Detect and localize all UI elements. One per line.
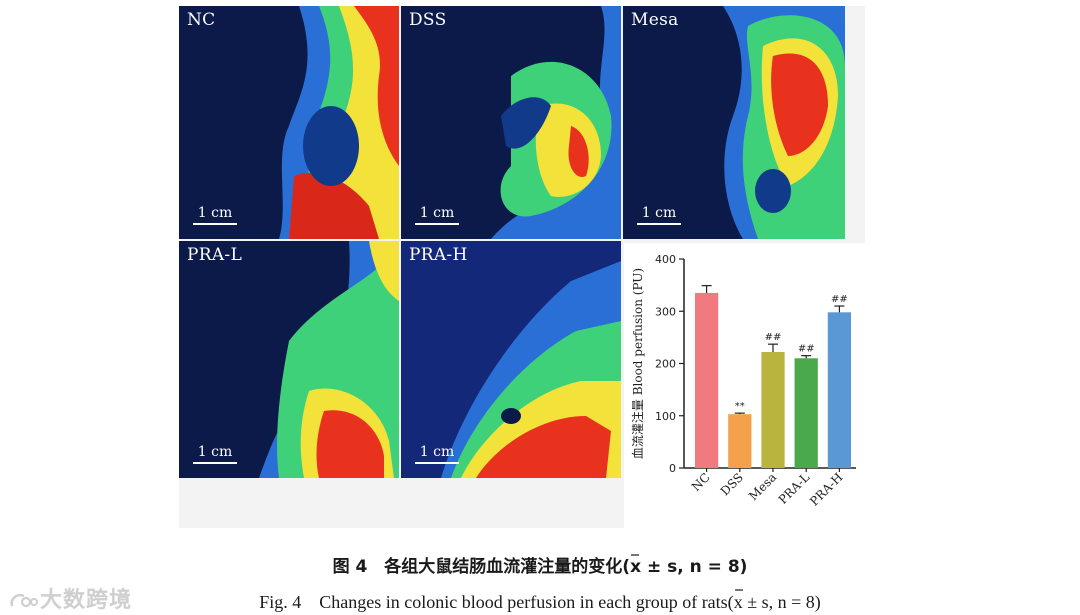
bar-pra-l [794,358,818,468]
perfusion-image-pra-h [401,241,621,478]
mean-symbol: x [733,589,743,612]
panel-pra-l: PRA-L 1 cm [179,241,399,478]
scale-bar: 1 cm [193,205,237,225]
bar-pra-h [827,312,852,468]
x-tick-label: Mesa [746,470,779,503]
perfusion-image-pra-l [179,241,399,478]
perfusion-image-mesa [623,6,845,239]
x-tick-label: PRA-H [807,470,845,508]
panel-label: Mesa [631,10,679,30]
perfusion-image-dss [401,6,621,239]
panel-dss: DSS 1 cm [401,6,621,239]
x-tick-label: NC [689,470,713,494]
bar-mesa [761,352,785,468]
watermark-logo-icon [10,593,38,608]
watermark: 大数跨境 [8,582,132,614]
y-tick-label: 200 [655,358,676,371]
panel-label: PRA-L [187,245,243,265]
mean-symbol: x [630,554,642,577]
significance-label: ## [765,332,782,343]
panel-pra-h: PRA-H 1 cm [401,241,621,478]
bar-dss [728,414,752,468]
perfusion-image-nc [179,6,399,239]
y-axis-label: 血流灌注量 Blood perfusion (PU) [630,268,645,459]
caption-chinese: 图 4 各组大鼠结肠血流灌注量的变化(x ± s, n = 8) [332,554,748,577]
y-tick-label: 100 [655,410,676,423]
scale-bar: 1 cm [193,444,237,464]
panel-label: NC [187,10,216,30]
bar-chart: 0 100 200 300 400 血流灌注量 Blood perfusion (PU) N… [624,243,865,528]
scale-bar: 1 cm [415,444,459,464]
chart-canvas: 0 100 200 300 400 血流灌注量 Blood perfusion (PU) N… [630,253,856,509]
scale-bar: 1 cm [637,205,681,225]
x-tick-label: DSS [718,470,746,498]
y-tick-label: 0 [669,462,676,475]
y-tick-label: 300 [655,305,676,318]
panel-nc: NC 1 cm [179,6,399,239]
panel-label: DSS [409,10,447,30]
significance-label: ** [735,401,745,412]
x-tick-label: PRA-L [776,470,813,507]
bar-nc [694,292,719,468]
significance-label: ## [831,294,848,305]
figure: NC 1 cm DSS 1 cm Mesa 1 cm [179,6,865,528]
panel-mesa: Mesa 1 cm [623,6,845,239]
y-tick-label: 400 [655,253,676,266]
scale-bar: 1 cm [415,205,459,225]
panel-label: PRA-H [409,245,468,265]
caption-english: Fig. 4 Changes in colonic blood perfusio… [259,589,821,612]
significance-label: ## [798,344,815,355]
